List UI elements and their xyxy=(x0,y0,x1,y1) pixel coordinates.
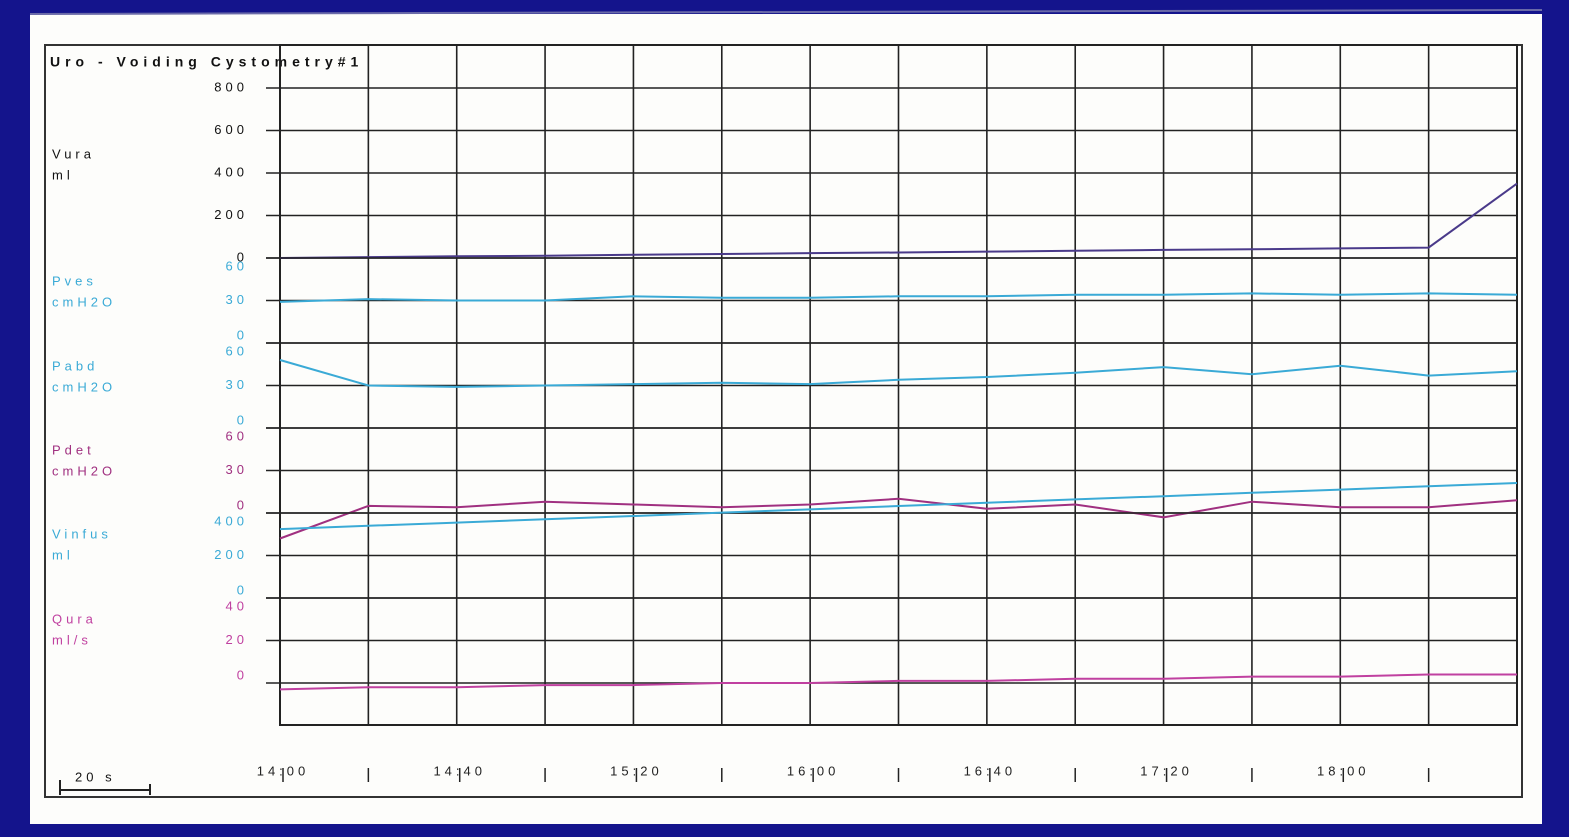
y-tick-label: 0 xyxy=(237,249,248,264)
channel-unit: ml xyxy=(52,547,74,562)
x-tick-label: 17:20 xyxy=(1140,763,1193,778)
channel-trace xyxy=(279,292,1518,303)
channel-trace xyxy=(279,673,1517,691)
channel-name: Vura xyxy=(52,146,95,161)
scale-bar-label: 20 s xyxy=(75,769,116,784)
y-tick-label: 60 xyxy=(226,428,248,443)
channel-unit: cmH2O xyxy=(52,463,116,478)
channel-trace xyxy=(279,359,1518,388)
channel-unit: cmH2O xyxy=(52,379,116,394)
y-tick-label: 600 xyxy=(214,122,248,137)
y-tick-label: 400 xyxy=(214,164,248,179)
paper xyxy=(30,14,1542,824)
chart-title: Uro - Voiding Cystometry#1 xyxy=(50,54,363,70)
y-tick-label: 400 xyxy=(214,513,248,528)
x-tick-label: 14:00 xyxy=(257,763,310,778)
channel-name: Vinfus xyxy=(52,526,112,541)
channel-name: Pdet xyxy=(52,442,95,457)
y-tick-label: 30 xyxy=(226,292,248,307)
y-tick-label: 200 xyxy=(214,207,248,222)
channel-name: Pabd xyxy=(52,358,98,373)
y-tick-label: 40 xyxy=(226,598,248,613)
y-tick-label: 20 xyxy=(226,632,248,647)
channel-name: Pves xyxy=(52,273,97,288)
channel-trace xyxy=(279,497,1518,540)
y-tick-label: 200 xyxy=(214,547,248,562)
channel-trace xyxy=(279,182,1518,259)
channel-unit: cmH2O xyxy=(52,294,116,309)
y-tick-label: 0 xyxy=(237,412,248,427)
y-tick-label: 60 xyxy=(226,258,248,273)
y-tick-label: 0 xyxy=(237,582,248,597)
x-tick-label: 16:40 xyxy=(964,763,1017,778)
paper-edge xyxy=(29,9,1543,15)
y-tick-label: 60 xyxy=(226,343,248,358)
y-tick-label: 0 xyxy=(237,327,248,342)
x-tick-label: 15:20 xyxy=(610,763,663,778)
x-tick-label: 14:40 xyxy=(433,763,486,778)
channel-name: Qura xyxy=(52,611,97,626)
y-tick-label: 0 xyxy=(237,667,248,682)
channel-unit: ml/s xyxy=(52,632,92,647)
x-tick-label: 18:00 xyxy=(1317,763,1370,778)
channel-trace xyxy=(279,482,1518,531)
y-tick-label: 0 xyxy=(237,497,248,512)
y-tick-label: 800 xyxy=(214,79,248,94)
x-tick-label: 16:00 xyxy=(787,763,840,778)
y-tick-label: 30 xyxy=(226,377,248,392)
channel-unit: ml xyxy=(52,167,74,182)
y-tick-label: 30 xyxy=(226,462,248,477)
